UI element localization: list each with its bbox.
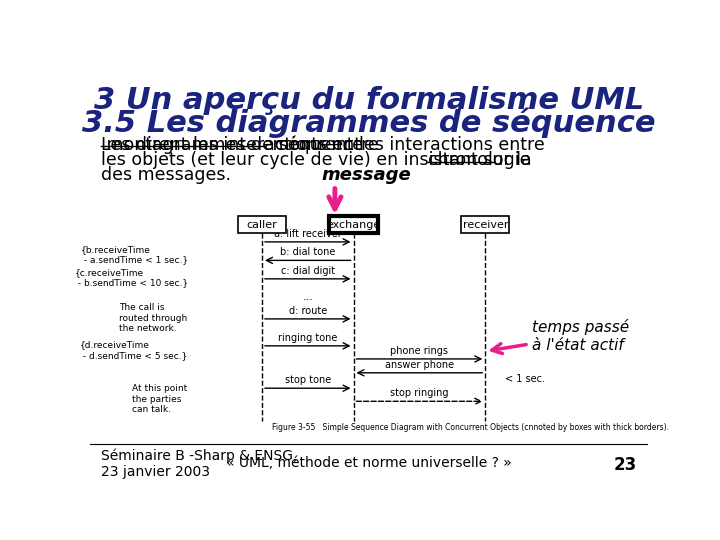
Text: answer phone: answer phone [384,360,454,370]
Text: stop tone: stop tone [284,375,331,385]
Text: phone rings: phone rings [390,346,449,356]
Text: « UML, méthode et norme universelle ? »: « UML, méthode et norme universelle ? » [226,456,512,470]
Text: les objets (et leur cycle de vie) en insistant sur la: les objets (et leur cycle de vie) en ins… [101,151,537,169]
Text: caller: caller [247,220,277,230]
Text: The call is
routed through
the network.: The call is routed through the network. [120,303,188,333]
Text: exchange: exchange [326,220,381,230]
Text: chronologie: chronologie [428,151,531,169]
Text: < 1 sec.: < 1 sec. [505,374,544,384]
Text: message: message [321,166,410,185]
Bar [330,217,377,233]
Text: {d.receiveTime
 - d.sendTime < 5 sec.}: {d.receiveTime - d.sendTime < 5 sec.} [80,340,188,360]
Text: ...: ... [302,292,313,302]
Text: {b.receiveTime
 - a.sendTime < 1 sec.}: {b.receiveTime - a.sendTime < 1 sec.} [81,245,188,265]
Text: d: route: d: route [289,306,327,316]
Text: c: dial digit: c: dial digit [281,266,335,276]
Text: Figure 3-55   Simple Sequence Diagram with Concurrent Objects (cnnoted by boxes : Figure 3-55 Simple Sequence Diagram with… [272,423,669,432]
Text: receiver: receiver [462,220,508,230]
Text: Les diagrammes de séquence: Les diagrammes de séquence [101,136,363,154]
Text: des messages.: des messages. [101,166,231,185]
Bar [462,217,509,233]
Text: Séminaire B -Sharp & ENSG,
23 janvier 2003: Séminaire B -Sharp & ENSG, 23 janvier 20… [101,448,297,479]
Text: a: lift receiver: a: lift receiver [274,229,342,239]
Text: b: dial tone: b: dial tone [280,247,336,257]
Text: 3 Un aperçu du formalisme UML: 3 Un aperçu du formalisme UML [94,86,644,116]
Bar [238,217,286,233]
Text: {c.receiveTime
 - b.sendTime < 10 sec.}: {c.receiveTime - b.sendTime < 10 sec.} [75,268,188,287]
Text: 23: 23 [614,456,637,474]
Text: ringing tone: ringing tone [278,333,338,343]
Text: temps passé
à l'état actif: temps passé à l'état actif [492,319,629,354]
Text: stop ringing: stop ringing [390,388,449,398]
Text: montrent les interactions entre: montrent les interactions entre [266,136,544,154]
Text: At this point
the parties
can talk.: At this point the parties can talk. [132,384,188,414]
Text: montrent les interactions entre: montrent les interactions entre [101,136,379,154]
Text: 3.5 Les diagrammes de séquence: 3.5 Les diagrammes de séquence [82,108,656,138]
